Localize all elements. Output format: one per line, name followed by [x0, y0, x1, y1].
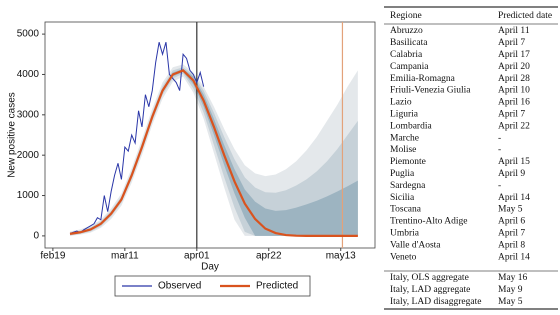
y-tick-label: 1000 — [17, 190, 40, 201]
table-cell: Campania — [390, 62, 429, 72]
table-cell: Italy, LAD disaggregate — [390, 297, 481, 307]
table-cell: May 9 — [498, 285, 523, 295]
table-cell: Basilicata — [390, 38, 428, 48]
table-cell: May 5 — [498, 297, 523, 307]
y-tick-label: 5000 — [17, 29, 40, 40]
table-cell: April 15 — [498, 157, 530, 167]
series-line — [69, 69, 358, 237]
table-cell: April 11 — [498, 26, 530, 36]
table-cell: Italy, OLS aggregate — [390, 273, 469, 283]
table-cell: Friuli-Venezia Giulia — [390, 86, 471, 96]
table-cell: Puglia — [390, 169, 415, 179]
table-cell: April 28 — [498, 74, 530, 84]
table-cell: May 16 — [498, 273, 528, 283]
table-header: Predicted date — [498, 11, 552, 21]
table-cell: April 7 — [498, 109, 525, 119]
y-tick-label: 0 — [33, 231, 39, 242]
table-cell: April 20 — [498, 62, 530, 72]
legend-label: Predicted — [256, 281, 298, 292]
table-cell: April 14 — [498, 193, 530, 203]
table-cell: Emilia-Romagna — [390, 74, 456, 84]
x-tick-label: apr01 — [184, 251, 210, 262]
table-cell: April 16 — [498, 98, 530, 108]
table-cell: Lazio — [390, 98, 412, 108]
table-cell: Molise — [390, 145, 416, 155]
table-cell: Trentino-Alto Adige — [390, 217, 468, 227]
y-axis-label: New positive cases — [7, 92, 18, 178]
table-cell: Liguria — [390, 109, 419, 119]
table-cell: Marche — [390, 133, 419, 143]
table-cell: Veneto — [390, 252, 417, 262]
table-cell: April 17 — [498, 50, 530, 60]
table-cell: April 8 — [498, 240, 525, 250]
table-cell: Sicilia — [390, 193, 415, 203]
confidence-band — [70, 68, 358, 236]
table-header: Regione — [390, 11, 422, 21]
table-cell: April 7 — [498, 228, 525, 238]
table-cell: Piemonte — [390, 157, 426, 167]
table-cell: April 14 — [498, 252, 530, 262]
x-tick-label: mar11 — [111, 251, 139, 262]
table-cell: April 7 — [498, 38, 525, 48]
table-cell: April 6 — [498, 217, 525, 227]
table-cell: - — [498, 133, 501, 143]
table-cell: Valle d'Aosta — [390, 240, 441, 250]
series-line — [69, 42, 205, 234]
table-cell: Italy, LAD aggregate — [390, 285, 470, 295]
confidence-band — [70, 67, 358, 236]
table-cell: Lombardia — [390, 121, 432, 131]
legend-box — [114, 275, 311, 297]
y-tick-label: 4000 — [17, 69, 40, 80]
plot-area — [69, 22, 358, 248]
x-tick-label: feb19 — [40, 251, 65, 262]
table-cell: May 5 — [498, 205, 523, 215]
y-tick-label: 3000 — [17, 109, 40, 120]
table-cell: - — [498, 181, 501, 191]
x-tick-label: apr22 — [256, 251, 282, 262]
x-axis-label: Day — [201, 262, 219, 273]
y-tick-label: 2000 — [17, 150, 40, 161]
table-cell: Abruzzo — [390, 26, 423, 36]
table-cell: - — [498, 145, 501, 155]
table-cell: April 10 — [498, 86, 530, 96]
table-cell: Umbria — [390, 228, 420, 238]
table-cell: April 9 — [498, 169, 525, 179]
table-cell: Calabria — [390, 50, 423, 60]
x-tick-label: may13 — [326, 251, 356, 262]
plot-frame — [44, 21, 376, 249]
table-cell: Sardegna — [390, 181, 426, 191]
table-cell: April 22 — [498, 121, 530, 131]
table-cell: Toscana — [390, 205, 422, 215]
legend-label: Observed — [158, 281, 201, 292]
